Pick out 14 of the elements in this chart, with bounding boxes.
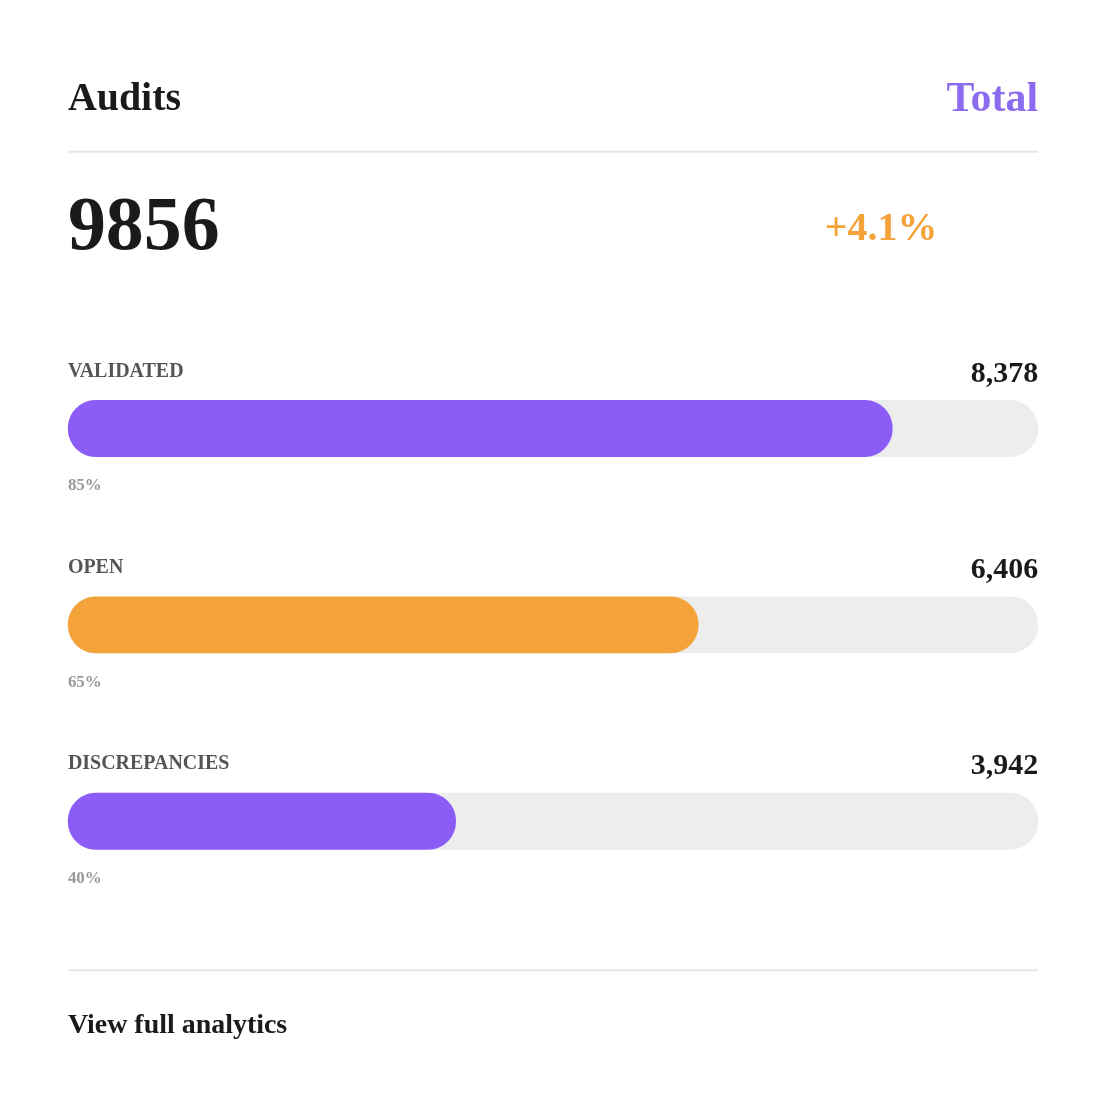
text: 9856 (67, 180, 220, 265)
y-tick-label: VALIDATED (67, 358, 184, 381)
annotation: 8,378 (970, 354, 1039, 388)
annotation: 3,942 (970, 747, 1039, 781)
chart-title: Audits (67, 73, 181, 119)
text: View full analytics (67, 1008, 288, 1040)
y-tick-label: OPEN (67, 554, 124, 577)
annotation: 6,406 (970, 550, 1039, 584)
data-label: 65% (67, 671, 102, 691)
data-label: 85% (67, 475, 102, 495)
data-label: 40% (67, 868, 102, 888)
text: Total (946, 73, 1039, 120)
text: +4.1% (824, 203, 938, 249)
y-tick-label: DISCREPANCIES (67, 751, 230, 774)
